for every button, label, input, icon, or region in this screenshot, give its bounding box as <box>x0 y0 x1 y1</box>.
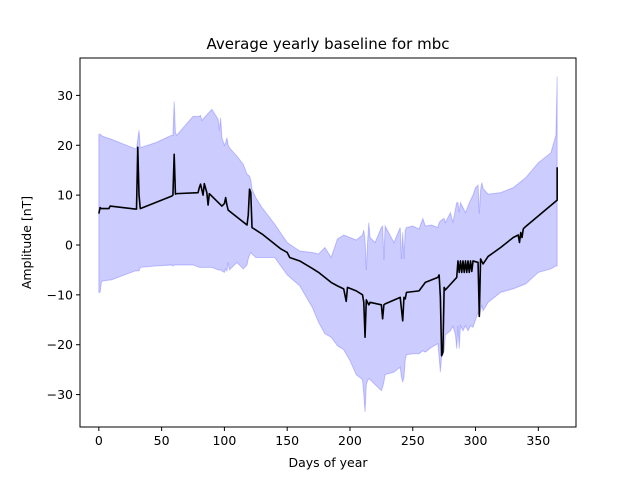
x-tick-label: 0 <box>95 433 103 448</box>
x-axis-ticks: 0 50 100 150 200 250 300 350 <box>95 427 550 448</box>
x-tick-label: 150 <box>275 433 299 448</box>
x-tick-label: 350 <box>526 433 550 448</box>
plot-frame <box>79 57 577 428</box>
plot-area <box>80 58 576 427</box>
y-axis-ticks: −30 −20 −10 0 10 20 30 <box>47 88 80 402</box>
y-tick-label: 30 <box>57 88 73 103</box>
baseline-line <box>98 146 558 357</box>
x-tick-label: 200 <box>338 433 362 448</box>
y-tick-label: 0 <box>65 237 73 252</box>
y-tick-label: −10 <box>47 287 73 302</box>
y-tick-label: −30 <box>47 387 73 402</box>
y-tick-label: 10 <box>57 188 73 203</box>
chart-title: Average yearly baseline for mbc <box>206 35 449 53</box>
line-layer <box>98 146 558 357</box>
x-tick-label: 100 <box>212 433 236 448</box>
x-tick-label: 50 <box>154 433 170 448</box>
x-tick-label: 300 <box>464 433 488 448</box>
y-tick-label: −20 <box>47 337 73 352</box>
x-tick-label: 250 <box>401 433 425 448</box>
y-tick-label: 20 <box>57 138 73 153</box>
x-axis-label: Days of year <box>288 455 368 470</box>
y-axis-label: Amplitude [nT] <box>19 196 34 289</box>
